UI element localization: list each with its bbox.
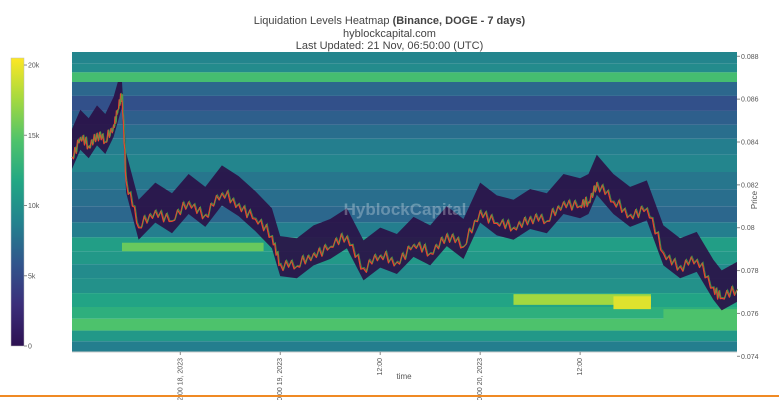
- x-tick-label: 00:00 20, 2023: [477, 358, 484, 400]
- heatmap-band: [72, 307, 737, 319]
- chart-title: Liquidation Levels Heatmap (Binance, DOG…: [0, 15, 779, 27]
- heatmap-band: [72, 264, 737, 279]
- heatmap-band: [72, 52, 737, 64]
- heatmap-hot-zone: [663, 309, 737, 322]
- heatmap-band: [72, 154, 737, 172]
- watermark: HyblockCapital: [344, 200, 467, 219]
- chart-last-updated: Last Updated: 21 Nov, 06:50:00 (UTC): [295, 40, 484, 52]
- y-tick-label: 0.086: [741, 97, 759, 104]
- liquidated-region: [72, 82, 737, 311]
- y-tick-label: 0.074: [741, 354, 759, 361]
- colorbar-tick-label: 15k: [28, 133, 40, 140]
- heatmap-band: [72, 124, 737, 139]
- price-line-down: [71, 93, 738, 300]
- colorbar-tick-label: 5k: [28, 273, 36, 280]
- x-tick-label: 00:00 19, 2023: [277, 358, 284, 400]
- y-axis-title: Price: [750, 190, 759, 209]
- heatmap-band: [72, 318, 737, 331]
- price-line-up: [72, 92, 739, 299]
- colorbar: [10, 57, 25, 347]
- y-tick-label: 0.08: [741, 225, 755, 232]
- heatmap-band: [72, 95, 737, 111]
- heatmap-band: [72, 63, 737, 73]
- heatmap-band: [72, 110, 737, 125]
- heatmap-hot-zone: [613, 296, 651, 310]
- x-tick-label: 12:00: [577, 358, 584, 376]
- colorbar-tick-label: 0: [28, 344, 32, 351]
- y-tick-label: 0.088: [741, 54, 759, 61]
- x-tick-label: 12:00: [377, 358, 384, 376]
- chart-site: hyblockcapital.com: [343, 28, 436, 40]
- y-tick-label: 0.084: [741, 140, 759, 147]
- y-tick-label: 0.078: [741, 268, 759, 275]
- x-tick-label: 12:00 18, 2023: [177, 358, 184, 400]
- heatmap-band: [72, 330, 737, 342]
- heatmap-band: [72, 82, 737, 96]
- heatmap-band: [72, 72, 737, 82]
- chart-title-market: (Binance, DOGE - 7 days): [392, 15, 526, 27]
- heatmap-band: [72, 138, 737, 155]
- y-tick-label: 0.076: [741, 311, 759, 318]
- heatmap-band: [72, 278, 737, 294]
- chart-title-main: Liquidation Levels Heatmap: [253, 15, 390, 27]
- bottom-accent-rule: [0, 395, 779, 397]
- x-axis-title: time: [396, 372, 412, 381]
- colorbar-tick-label: 20k: [28, 63, 40, 70]
- heatmap-band: [72, 341, 737, 352]
- colorbar-tick-label: 10k: [28, 203, 40, 210]
- y-tick-label: 0.082: [741, 182, 759, 189]
- heatmap-hot-zone: [121, 242, 264, 252]
- heatmap-hot-zone: [513, 294, 651, 305]
